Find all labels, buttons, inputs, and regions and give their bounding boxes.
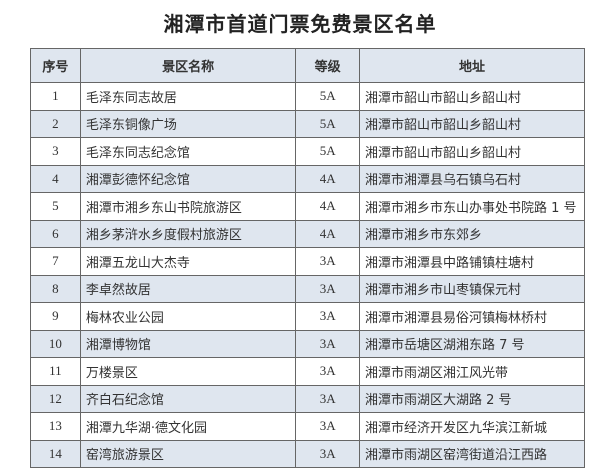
table-row: 4 湘潭彭德怀纪念馆 4A 湘潭市湘潭县乌石镇乌石村	[30, 164, 585, 193]
cell-address: 湘潭市韶山市韶山乡韶山村	[359, 137, 585, 166]
cell-index: 1	[30, 82, 81, 111]
cell-level: 3A	[295, 412, 360, 441]
page-title: 湘潭市首道门票免费景区名单	[163, 12, 437, 36]
cell-index: 7	[30, 247, 81, 276]
cell-address: 湘潭市韶山市韶山乡韶山村	[359, 109, 585, 138]
cell-level: 4A	[295, 164, 360, 193]
cell-index: 9	[30, 302, 81, 331]
cell-name: 李卓然故居	[79, 274, 297, 303]
header-name: 景区名称	[79, 48, 297, 83]
cell-name: 湘潭五龙山大杰寺	[79, 247, 297, 276]
cell-index: 14	[30, 439, 81, 468]
cell-index: 12	[30, 384, 81, 413]
cell-index: 5	[30, 192, 81, 221]
table-row: 1 毛泽东同志故居 5A 湘潭市韶山市韶山乡韶山村	[30, 82, 585, 111]
cell-address: 湘潭市韶山市韶山乡韶山村	[359, 82, 585, 111]
cell-address: 湘潭市雨湖区窑湾街道沿江西路	[359, 439, 585, 468]
cell-name: 湘潭彭德怀纪念馆	[79, 164, 297, 193]
cell-index: 8	[30, 274, 81, 303]
cell-level: 5A	[295, 82, 360, 111]
table-row: 3 毛泽东同志纪念馆 5A 湘潭市韶山市韶山乡韶山村	[30, 137, 585, 166]
cell-address: 湘潭市经济开发区九华滨江新城	[359, 412, 585, 441]
cell-address: 湘潭市岳塘区湖湘东路 7 号	[359, 329, 585, 358]
cell-level: 3A	[295, 274, 360, 303]
cell-address: 湘潭市湘乡市东郊乡	[359, 219, 585, 248]
table-row: 8 李卓然故居 3A 湘潭市湘乡市山枣镇保元村	[30, 274, 585, 303]
table-row: 11 万楼景区 3A 湘潭市雨湖区湘江风光带	[30, 357, 585, 386]
cell-name: 万楼景区	[79, 357, 297, 386]
scenic-spots-table: 序号 景区名称 等级 地址 1 毛泽东同志故居 5A 湘潭市韶山市韶山乡韶山村 2 毛泽东…	[30, 48, 585, 468]
table-row: 2 毛泽东铜像广场 5A 湘潭市韶山市韶山乡韶山村	[30, 109, 585, 138]
cell-name: 毛泽东同志纪念馆	[79, 137, 297, 166]
table-row: 13 湘潭九华湖·德文化园 3A 湘潭市经济开发区九华滨江新城	[30, 412, 585, 441]
cell-name: 湘潭九华湖·德文化园	[79, 412, 297, 441]
cell-index: 3	[30, 137, 81, 166]
header-index: 序号	[30, 48, 81, 83]
header-address: 地址	[359, 48, 585, 83]
table-row: 10 湘潭博物馆 3A 湘潭市岳塘区湖湘东路 7 号	[30, 329, 585, 358]
cell-index: 13	[30, 412, 81, 441]
cell-name: 毛泽东同志故居	[79, 82, 297, 111]
cell-name: 湘乡茅浒水乡度假村旅游区	[79, 219, 297, 248]
table-row: 9 梅林农业公园 3A 湘潭市湘潭县易俗河镇梅林桥村	[30, 302, 585, 331]
header-level: 等级	[295, 48, 360, 83]
cell-address: 湘潭市湘潭县易俗河镇梅林桥村	[359, 302, 585, 331]
cell-level: 4A	[295, 192, 360, 221]
cell-level: 3A	[295, 439, 360, 468]
cell-level: 3A	[295, 357, 360, 386]
cell-index: 11	[30, 357, 81, 386]
cell-index: 6	[30, 219, 81, 248]
cell-level: 5A	[295, 137, 360, 166]
cell-address: 湘潭市湘潭县乌石镇乌石村	[359, 164, 585, 193]
cell-name: 湘潭市湘乡东山书院旅游区	[79, 192, 297, 221]
cell-name: 窑湾旅游景区	[79, 439, 297, 468]
cell-level: 3A	[295, 302, 360, 331]
cell-name: 梅林农业公园	[79, 302, 297, 331]
cell-address: 湘潭市湘潭县中路铺镇柱塘村	[359, 247, 585, 276]
cell-index: 4	[30, 164, 81, 193]
table-row: 5 湘潭市湘乡东山书院旅游区 4A 湘潭市湘乡市东山办事处书院路 1 号	[30, 192, 585, 221]
table-row: 6 湘乡茅浒水乡度假村旅游区 4A 湘潭市湘乡市东郊乡	[30, 219, 585, 248]
cell-level: 3A	[295, 329, 360, 358]
cell-level: 5A	[295, 109, 360, 138]
cell-level: 3A	[295, 384, 360, 413]
table-header-row: 序号 景区名称 等级 地址	[30, 48, 585, 83]
cell-address: 湘潭市湘乡市山枣镇保元村	[359, 274, 585, 303]
cell-address: 湘潭市雨湖区大湖路 2 号	[359, 384, 585, 413]
cell-name: 毛泽东铜像广场	[79, 109, 297, 138]
cell-level: 3A	[295, 247, 360, 276]
table-row: 7 湘潭五龙山大杰寺 3A 湘潭市湘潭县中路铺镇柱塘村	[30, 247, 585, 276]
table-row: 12 齐白石纪念馆 3A 湘潭市雨湖区大湖路 2 号	[30, 384, 585, 413]
cell-name: 齐白石纪念馆	[79, 384, 297, 413]
cell-index: 2	[30, 109, 81, 138]
cell-index: 10	[30, 329, 81, 358]
table-row: 14 窑湾旅游景区 3A 湘潭市雨湖区窑湾街道沿江西路	[30, 439, 585, 468]
cell-address: 湘潭市湘乡市东山办事处书院路 1 号	[359, 192, 585, 221]
cell-level: 4A	[295, 219, 360, 248]
cell-name: 湘潭博物馆	[79, 329, 297, 358]
cell-address: 湘潭市雨湖区湘江风光带	[359, 357, 585, 386]
